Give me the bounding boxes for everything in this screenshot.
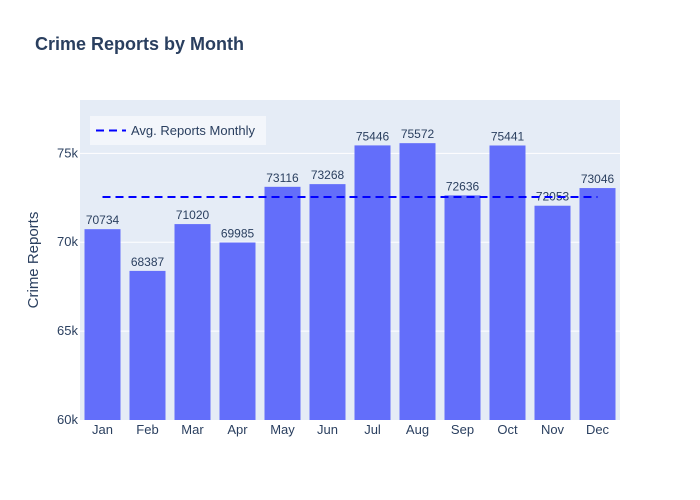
bar-oct[interactable] xyxy=(489,145,526,420)
y-tick-label: 60k xyxy=(57,412,78,427)
gridlines xyxy=(80,152,620,332)
bar-jun[interactable] xyxy=(309,184,346,420)
bar-value-label: 69985 xyxy=(221,226,255,240)
bar-value-label: 70734 xyxy=(86,213,120,227)
bar-mar[interactable] xyxy=(174,224,211,420)
chart-title: Crime Reports by Month xyxy=(35,34,244,54)
bar-apr[interactable] xyxy=(219,242,256,420)
x-tick-label: Sep xyxy=(451,422,474,437)
y-axis-title: Crime Reports xyxy=(25,212,42,309)
bar-value-label: 71020 xyxy=(176,208,210,222)
bar-value-label: 75572 xyxy=(401,127,435,141)
bar-value-label: 72636 xyxy=(446,179,480,193)
y-tick-label: 70k xyxy=(57,234,78,249)
bars xyxy=(84,143,616,421)
x-tick-label: May xyxy=(270,422,295,437)
x-axis-ticks: Jan Feb Mar Apr May Jun Jul Aug Sep Oct Nov Dec xyxy=(92,422,610,437)
legend-box xyxy=(90,116,266,145)
bar-jul[interactable] xyxy=(354,145,391,420)
bar-value-label: 73046 xyxy=(581,172,615,186)
bar-value-label: 68387 xyxy=(131,255,165,269)
bar-sep[interactable] xyxy=(444,195,481,420)
bar-dec[interactable] xyxy=(579,188,616,420)
x-tick-label: Mar xyxy=(181,422,204,437)
x-tick-label: Aug xyxy=(406,422,429,437)
x-tick-label: Feb xyxy=(136,422,158,437)
x-tick-label: Jul xyxy=(364,422,381,437)
legend[interactable]: Avg. Reports Monthly xyxy=(90,116,266,145)
bar-labels: 70734 68387 71020 69985 73116 73268 75446 75572… xyxy=(86,127,615,269)
legend-label: Avg. Reports Monthly xyxy=(131,123,256,138)
x-tick-label: Oct xyxy=(497,422,518,437)
x-tick-label: Jun xyxy=(317,422,338,437)
bar-aug[interactable] xyxy=(399,143,436,421)
bar-jan[interactable] xyxy=(84,229,121,420)
bar-value-label: 73116 xyxy=(266,171,299,185)
bar-feb[interactable] xyxy=(129,270,166,420)
x-tick-label: Dec xyxy=(586,422,610,437)
bar-value-label: 72053 xyxy=(536,190,570,204)
x-tick-label: Apr xyxy=(227,422,248,437)
x-tick-label: Nov xyxy=(541,422,565,437)
bar-value-label: 73268 xyxy=(311,168,345,182)
bar-nov[interactable] xyxy=(534,205,571,420)
y-axis-ticks: 60k 65k 70k 75k xyxy=(57,145,78,427)
bar-value-label: 75446 xyxy=(356,129,390,143)
bar-value-label: 75441 xyxy=(491,129,525,143)
y-tick-label: 65k xyxy=(57,323,78,338)
bar-may[interactable] xyxy=(264,186,301,420)
x-tick-label: Jan xyxy=(92,422,113,437)
y-tick-label: 75k xyxy=(57,145,78,160)
